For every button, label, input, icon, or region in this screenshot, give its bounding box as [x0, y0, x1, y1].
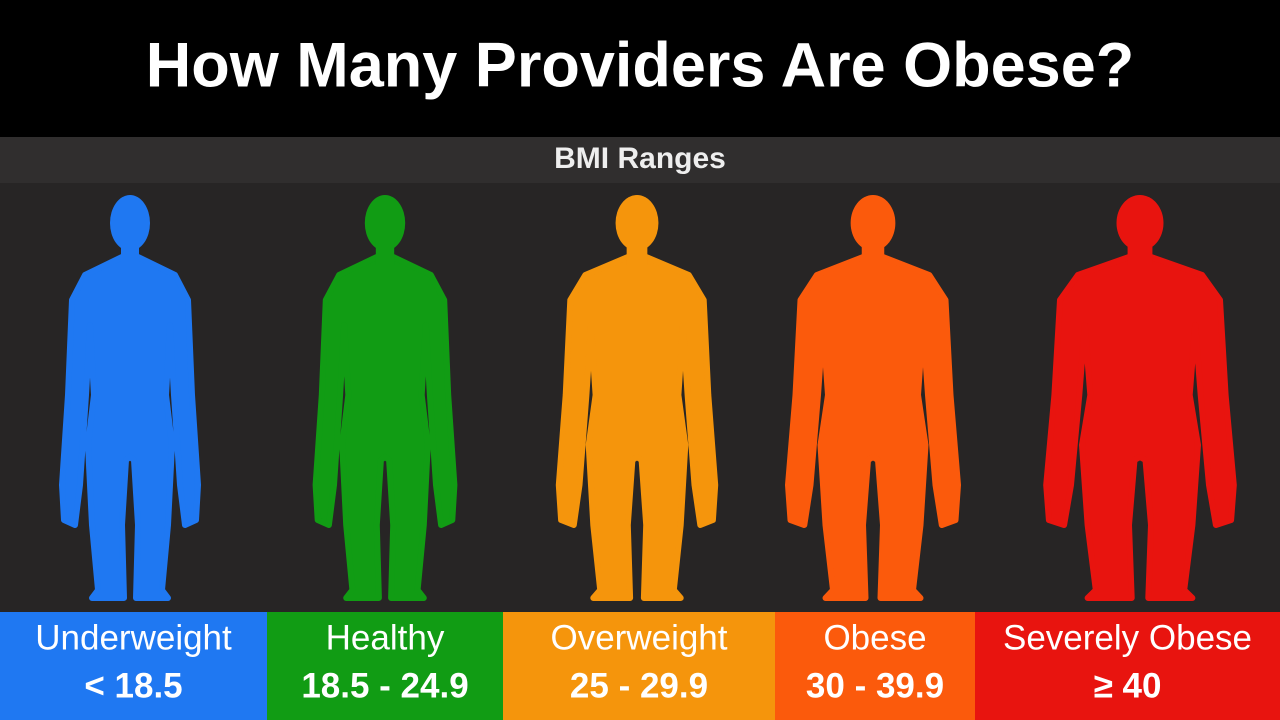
category-range: < 18.5 — [84, 666, 182, 705]
title: How Many Providers Are Obese? — [146, 31, 1134, 101]
panel-header — [0, 137, 1280, 183]
category-range: ≥ 40 — [1094, 666, 1162, 705]
head — [850, 195, 896, 251]
neck — [626, 240, 648, 265]
neck — [375, 240, 395, 265]
body-silhouette — [312, 254, 458, 601]
neck — [861, 240, 885, 265]
body-silhouette — [1043, 254, 1237, 601]
category-range: 25 - 29.9 — [570, 666, 708, 705]
body-silhouette — [555, 254, 719, 601]
category-name: Overweight — [550, 618, 727, 657]
title-band — [0, 0, 1280, 137]
figures — [59, 195, 1237, 601]
category-box — [267, 612, 503, 720]
head — [615, 195, 659, 251]
body-silhouette — [59, 254, 201, 601]
category-name: Underweight — [35, 618, 232, 657]
category-name: Severely Obese — [1003, 618, 1252, 657]
neck — [1127, 240, 1153, 265]
head — [110, 195, 150, 251]
head — [1116, 195, 1164, 251]
category-range: 30 - 39.9 — [806, 666, 944, 705]
body-silhouette — [785, 254, 961, 601]
head — [364, 195, 406, 251]
legend-boxes: Underweight < 18.5 Healthy 18.5 - 24.9 Overw… — [0, 612, 1280, 720]
panel-title: BMI Ranges — [554, 142, 726, 175]
category-box — [0, 612, 267, 720]
category-box — [503, 612, 775, 720]
category-name: Obese — [823, 618, 926, 657]
category-box — [975, 612, 1280, 720]
category-name: Healthy — [326, 618, 445, 657]
category-box — [775, 612, 975, 720]
category-range: 18.5 - 24.9 — [301, 666, 468, 705]
neck — [121, 240, 139, 265]
